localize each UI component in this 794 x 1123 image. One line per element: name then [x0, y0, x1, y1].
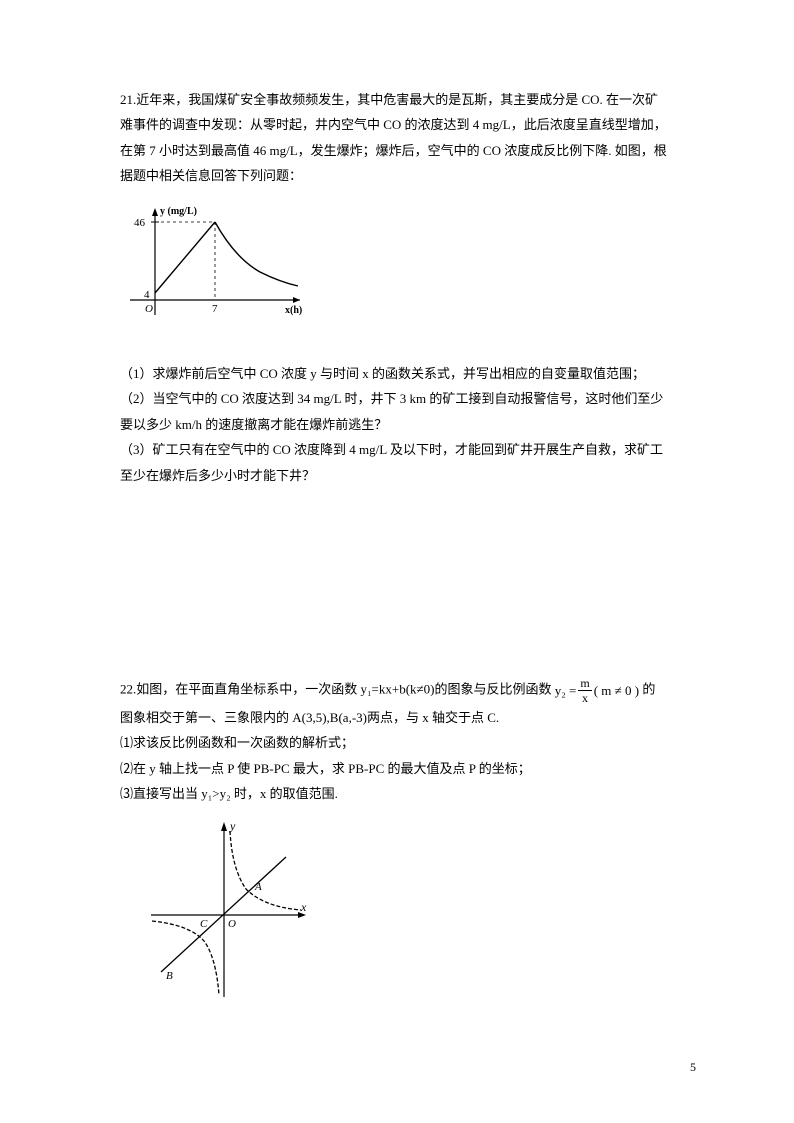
q22-point-B: B — [166, 970, 173, 982]
q22-sub3: ⑶直接写出当 y₁>y₂ 时，x 的取值范围. — [120, 782, 688, 805]
q22-line1: 22.如图，在平面直角坐标系中，一次函数 y₁=kx+b(k≠0)的图象与反比例… — [120, 677, 688, 704]
q22-point-A: A — [254, 881, 262, 893]
q21-intro-l2: 难事件的调查中发现：从零时起，井内空气中 CO 的浓度达到 4 mg/L，此后浓… — [120, 113, 688, 136]
q22-sub2: ⑵在 y 轴上找一点 P 使 PB-PC 最大，求 PB-PC 的最大值及点 P… — [120, 757, 688, 780]
q21-ylabel: y (mg/L) — [160, 206, 197, 217]
q22-intro-post: 的 — [639, 681, 655, 696]
q22-formula: y₂ = mx( m ≠ 0 ) — [555, 677, 639, 704]
q21-sub3-l2: 至少在爆炸后多少小时才能下井？ — [120, 464, 688, 487]
q21-sub2-l2: 要以多少 km/h 的速度撤离才能在爆炸前逃生？ — [120, 413, 688, 436]
q22-sub1: ⑴求该反比例函数和一次函数的解析式； — [120, 731, 688, 754]
q21-line1: 21.近年来，我国煤矿安全事故频频发生，其中危害最大的是瓦斯，其主要成分是 CO… — [120, 88, 688, 111]
q22-formula-lhs: y₂ = — [555, 679, 577, 702]
section-gap — [120, 489, 688, 677]
q21-y4-label: 4 — [144, 289, 150, 301]
q21-xlabel: x(h) — [285, 305, 302, 316]
q22-xlabel: x — [300, 900, 307, 914]
q21-number: 21. — [120, 92, 136, 107]
q21-sub3-l1: （3）矿工只有在空气中的 CO 浓度降到 4 mg/L 及以下时，才能回到矿井开… — [120, 438, 688, 461]
q21-figure: 4 46 7 y (mg/L) x(h) O — [120, 200, 688, 342]
q21-sub2-l1: （2）当空气中的 CO 浓度达到 34 mg/L 时，井下 3 km 的矿工接到… — [120, 387, 688, 410]
q22-figure: x y O A C B — [146, 817, 688, 1009]
q22-intro-l2: 图象相交于第一、三象限内的 A(3,5),B(a,-3)两点，与 x 轴交于点 … — [120, 706, 688, 729]
q22-ylabel: y — [229, 819, 236, 833]
q22-frac-den: x — [580, 691, 590, 704]
q22-point-C: C — [200, 918, 208, 930]
q21-y46-label: 46 — [134, 217, 146, 229]
q21-x7-label: 7 — [212, 303, 218, 315]
q22-frac-num: m — [578, 677, 591, 691]
q21-origin: O — [145, 303, 153, 315]
q22-origin: O — [228, 918, 236, 930]
q22-intro-pre: 如图，在平面直角坐标系中，一次函数 y₁=kx+b(k≠0)的图象与反比例函数 — [136, 681, 555, 696]
q21-intro-l3: 在第 7 小时达到最高值 46 mg/L，发生爆炸；爆炸后，空气中的 CO 浓度… — [120, 139, 688, 162]
q22-number: 22. — [120, 681, 136, 696]
q22-formula-cond: ( m ≠ 0 ) — [594, 679, 639, 702]
page-number: 5 — [690, 1057, 696, 1079]
q21-intro-l1: 近年来，我国煤矿安全事故频频发生，其中危害最大的是瓦斯，其主要成分是 CO. 在… — [136, 92, 658, 107]
q21-chart-svg: 4 46 7 y (mg/L) x(h) O — [120, 200, 310, 335]
q22-chart-svg: x y O A C B — [146, 817, 311, 1002]
q22-fraction: mx — [578, 677, 591, 704]
q21-intro-l4: 据题中相关信息回答下列问题： — [120, 164, 688, 187]
q21-sub1: （1）求爆炸前后空气中 CO 浓度 y 与时间 x 的函数关系式，并写出相应的自… — [120, 362, 688, 385]
